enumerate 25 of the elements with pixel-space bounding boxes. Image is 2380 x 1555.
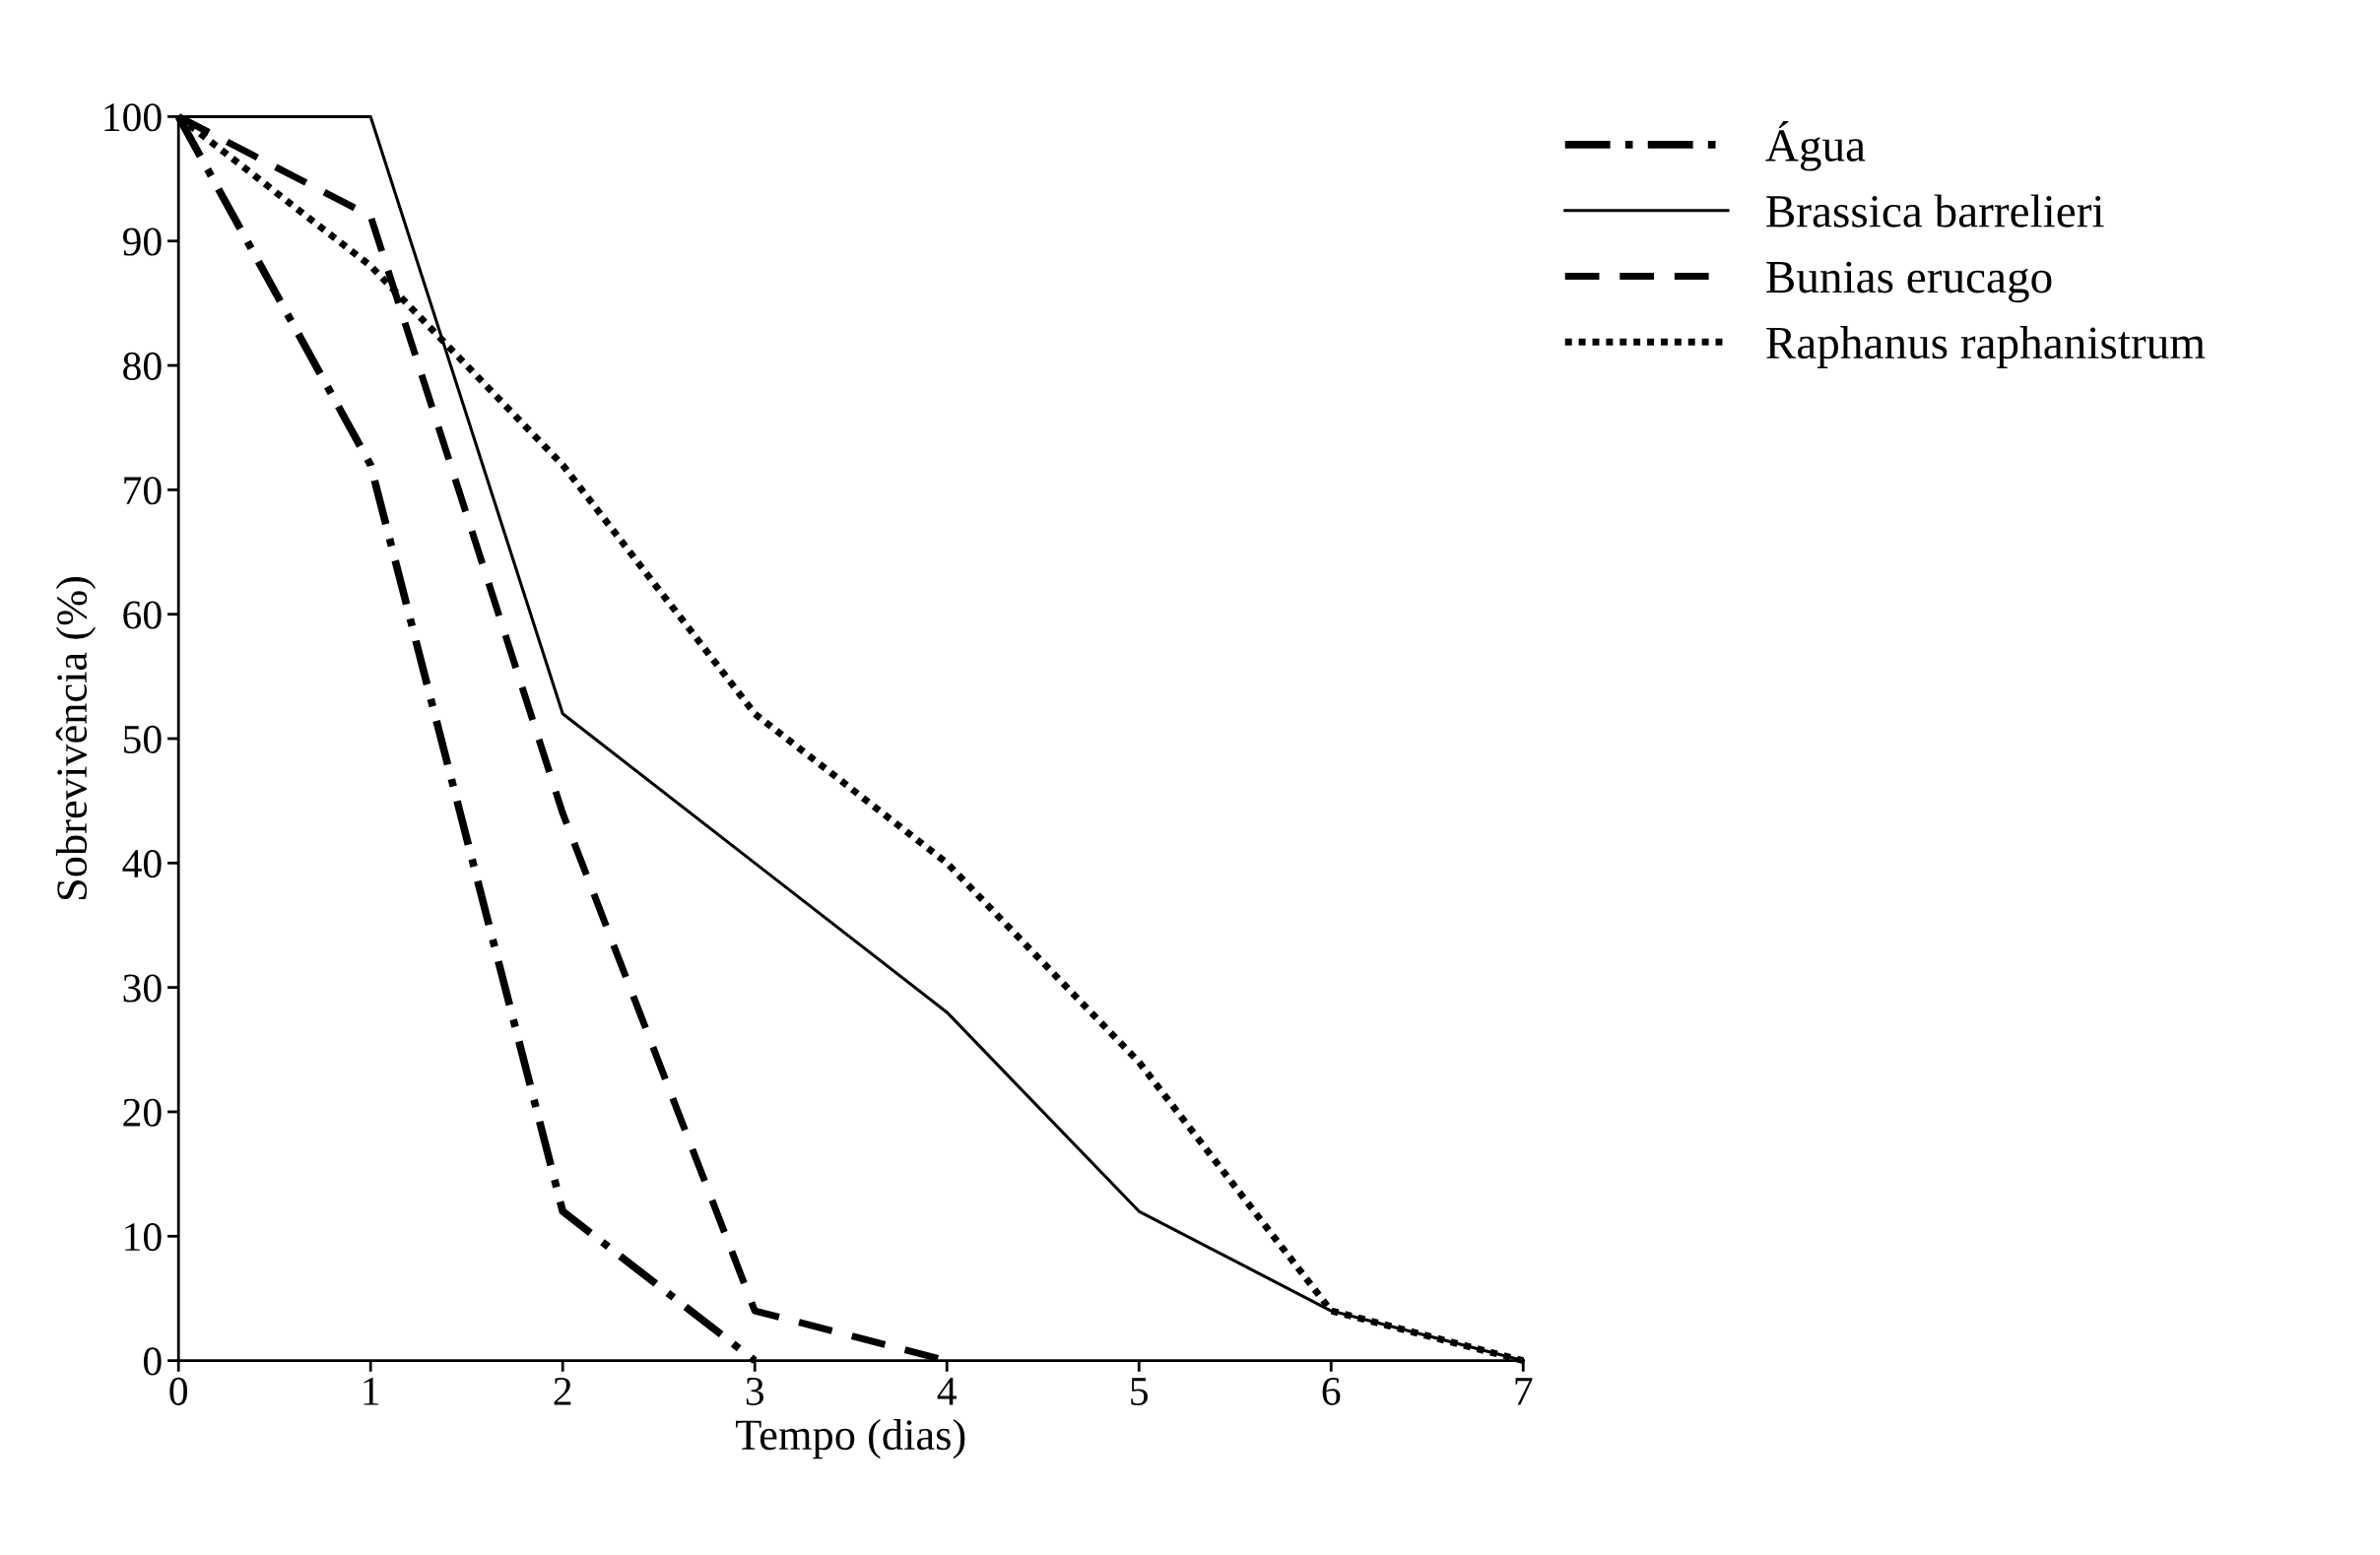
y-tick-label: 30 (123, 974, 162, 1003)
y-tick-label: 70 (124, 477, 162, 505)
x-axis-title: Tempo (dias) (735, 1418, 965, 1459)
legend-label: Brassica barrelieri (1766, 194, 2104, 227)
x-tick-label: 3 (746, 1377, 764, 1405)
legend-label: Bunias erucago (1766, 261, 2052, 303)
x-tick-label: 6 (1322, 1377, 1341, 1405)
y-tick-label: 90 (122, 227, 162, 256)
y-tick-label: 40 (122, 850, 162, 878)
y-tick-label: 20 (123, 1098, 162, 1127)
y-axis-title: Sobrevivência (%) (55, 576, 97, 900)
y-tick-label: 0 (143, 1347, 162, 1376)
y-tick-label: 100 (104, 103, 162, 132)
x-tick-label: 2 (554, 1377, 571, 1405)
y-tick-label: 10 (125, 1223, 162, 1252)
y-tick-label: 60 (123, 601, 162, 629)
y-tick-label: 50 (123, 725, 162, 753)
x-tick-label: 4 (937, 1378, 957, 1405)
legend-label: Raphanus raphanistrum (1766, 326, 2206, 368)
legend-label: Água (1765, 121, 1866, 171)
x-tick-label: 7 (1515, 1378, 1533, 1405)
y-tick-label: 80 (123, 352, 162, 380)
x-tick-label: 5 (1131, 1378, 1149, 1405)
x-tick-label: 0 (169, 1377, 188, 1405)
x-tick-label: 1 (364, 1378, 379, 1405)
